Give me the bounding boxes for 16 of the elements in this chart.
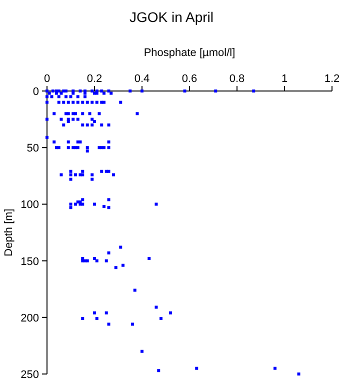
y-tick-label: 0 [32, 86, 39, 98]
x-axis-title: Phosphate [µmol/l] [144, 47, 236, 59]
y-tick-label: 250 [20, 369, 39, 381]
x-tick-label: 0.4 [134, 73, 150, 85]
y-tick-label: 150 [20, 256, 39, 268]
y-axis-title: Depth [m] [3, 208, 15, 256]
x-tick-label: 1.2 [324, 73, 340, 85]
y-tick-label: 50 [26, 142, 39, 155]
x-tick-label: 1 [281, 73, 288, 85]
x-tick-label: 0.6 [182, 73, 198, 85]
y-tick-label: 200 [20, 312, 39, 324]
y-tick-label: 100 [20, 199, 39, 212]
chart-title: JGOK in April [129, 9, 214, 25]
x-tick-label: 0.8 [229, 73, 245, 85]
x-tick-label: 0 [44, 73, 50, 85]
x-tick-label: 0.2 [86, 73, 102, 85]
